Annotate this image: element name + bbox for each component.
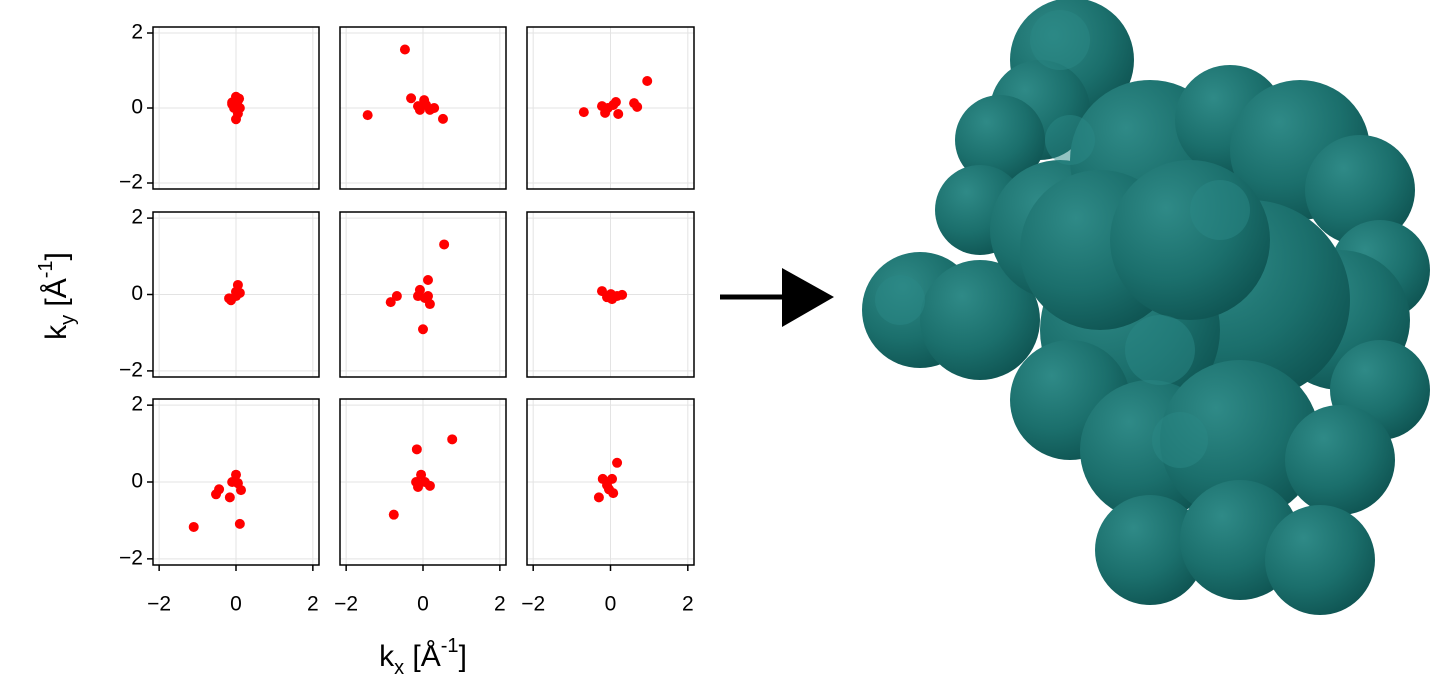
point — [362, 110, 373, 121]
y-tick-label: 2 — [131, 21, 143, 44]
y-tick-label: 2 — [131, 393, 143, 416]
point — [610, 97, 621, 107]
point — [437, 113, 448, 124]
point — [234, 93, 245, 104]
label-part: -1 — [35, 260, 57, 278]
point — [391, 291, 402, 302]
label-part: ] — [459, 640, 467, 673]
point — [642, 76, 653, 86]
panel — [526, 211, 695, 378]
point — [603, 484, 614, 495]
point — [214, 484, 225, 495]
point — [234, 518, 245, 529]
point — [385, 297, 396, 308]
x-tick-label: −2 — [147, 593, 171, 616]
label-part: [Å — [40, 278, 73, 315]
label-part: k — [379, 640, 395, 673]
plot-frame — [152, 26, 320, 190]
point — [418, 324, 428, 335]
point — [421, 100, 432, 110]
point — [429, 103, 440, 113]
surface-highlights — [875, 10, 1250, 468]
panel: −2 0 2 — [521, 398, 695, 616]
x-tick-label: 0 — [417, 593, 429, 616]
label-part: k — [40, 324, 73, 340]
point — [234, 287, 245, 298]
plot-frame — [152, 211, 320, 378]
y-tick-label: −2 — [119, 171, 143, 194]
y-tick-label: 0 — [131, 282, 143, 305]
point — [617, 289, 628, 300]
point — [224, 293, 235, 304]
plot-frame — [526, 211, 695, 378]
panel: −2 0 2 — [119, 206, 320, 381]
point — [406, 93, 417, 104]
point — [605, 289, 616, 300]
y-axis-label: ky [Å-1] — [35, 252, 79, 340]
x-tick-label: 2 — [494, 593, 506, 616]
point — [612, 457, 623, 468]
panel — [339, 211, 507, 378]
plot-frame — [152, 398, 320, 566]
point — [422, 291, 433, 302]
point — [447, 434, 458, 445]
point — [232, 108, 243, 119]
point — [224, 492, 235, 503]
point — [613, 109, 624, 119]
plot-frame — [339, 398, 507, 566]
x-tick-label: 2 — [682, 593, 694, 616]
point — [593, 492, 604, 503]
plot-frame — [526, 26, 695, 190]
x-tick-label: 0 — [605, 593, 617, 616]
label-part: ] — [40, 252, 73, 260]
point — [607, 473, 618, 484]
y-tick-label: 0 — [131, 96, 143, 119]
point — [578, 107, 589, 118]
x-tick-label: −2 — [521, 593, 545, 616]
plot-frame — [526, 398, 695, 566]
point — [399, 44, 410, 55]
point — [632, 101, 643, 112]
point — [422, 274, 433, 285]
y-tick-label: −2 — [119, 546, 143, 569]
label-part: y — [57, 315, 79, 325]
panel — [526, 26, 695, 190]
label-part: [Å — [404, 640, 441, 673]
panel — [339, 26, 507, 190]
point — [411, 444, 422, 455]
molecular-surface — [862, 0, 1430, 615]
point — [388, 509, 399, 520]
plot-frame — [339, 26, 507, 190]
scatter-grid: −2 0 2 −2 0 2 −2 0 2 −2 0 2 −2 0 2 −2 0 2 — [119, 21, 695, 616]
point — [411, 477, 422, 487]
label-part: x — [394, 657, 404, 679]
x-tick-label: 2 — [307, 593, 319, 616]
point — [424, 480, 435, 491]
panel: −2 0 2 — [334, 398, 507, 616]
point — [602, 103, 613, 113]
point — [413, 291, 424, 302]
y-tick-label: 2 — [131, 206, 143, 229]
point — [439, 239, 450, 250]
arrow — [720, 268, 834, 327]
label-part: -1 — [441, 635, 459, 657]
point — [232, 478, 243, 489]
y-tick-label: −2 — [119, 358, 143, 381]
x-tick-label: −2 — [334, 593, 358, 616]
y-tick-label: 0 — [131, 470, 143, 493]
point — [188, 521, 199, 532]
point — [424, 299, 435, 310]
panel: −2 0 2 −2 0 2 — [119, 393, 320, 616]
x-tick-label: 0 — [230, 593, 242, 616]
plot-frame — [339, 211, 507, 378]
x-axis-label: kx [Å-1] — [379, 635, 467, 679]
point — [597, 473, 608, 484]
panel: −2 0 2 — [119, 21, 320, 194]
